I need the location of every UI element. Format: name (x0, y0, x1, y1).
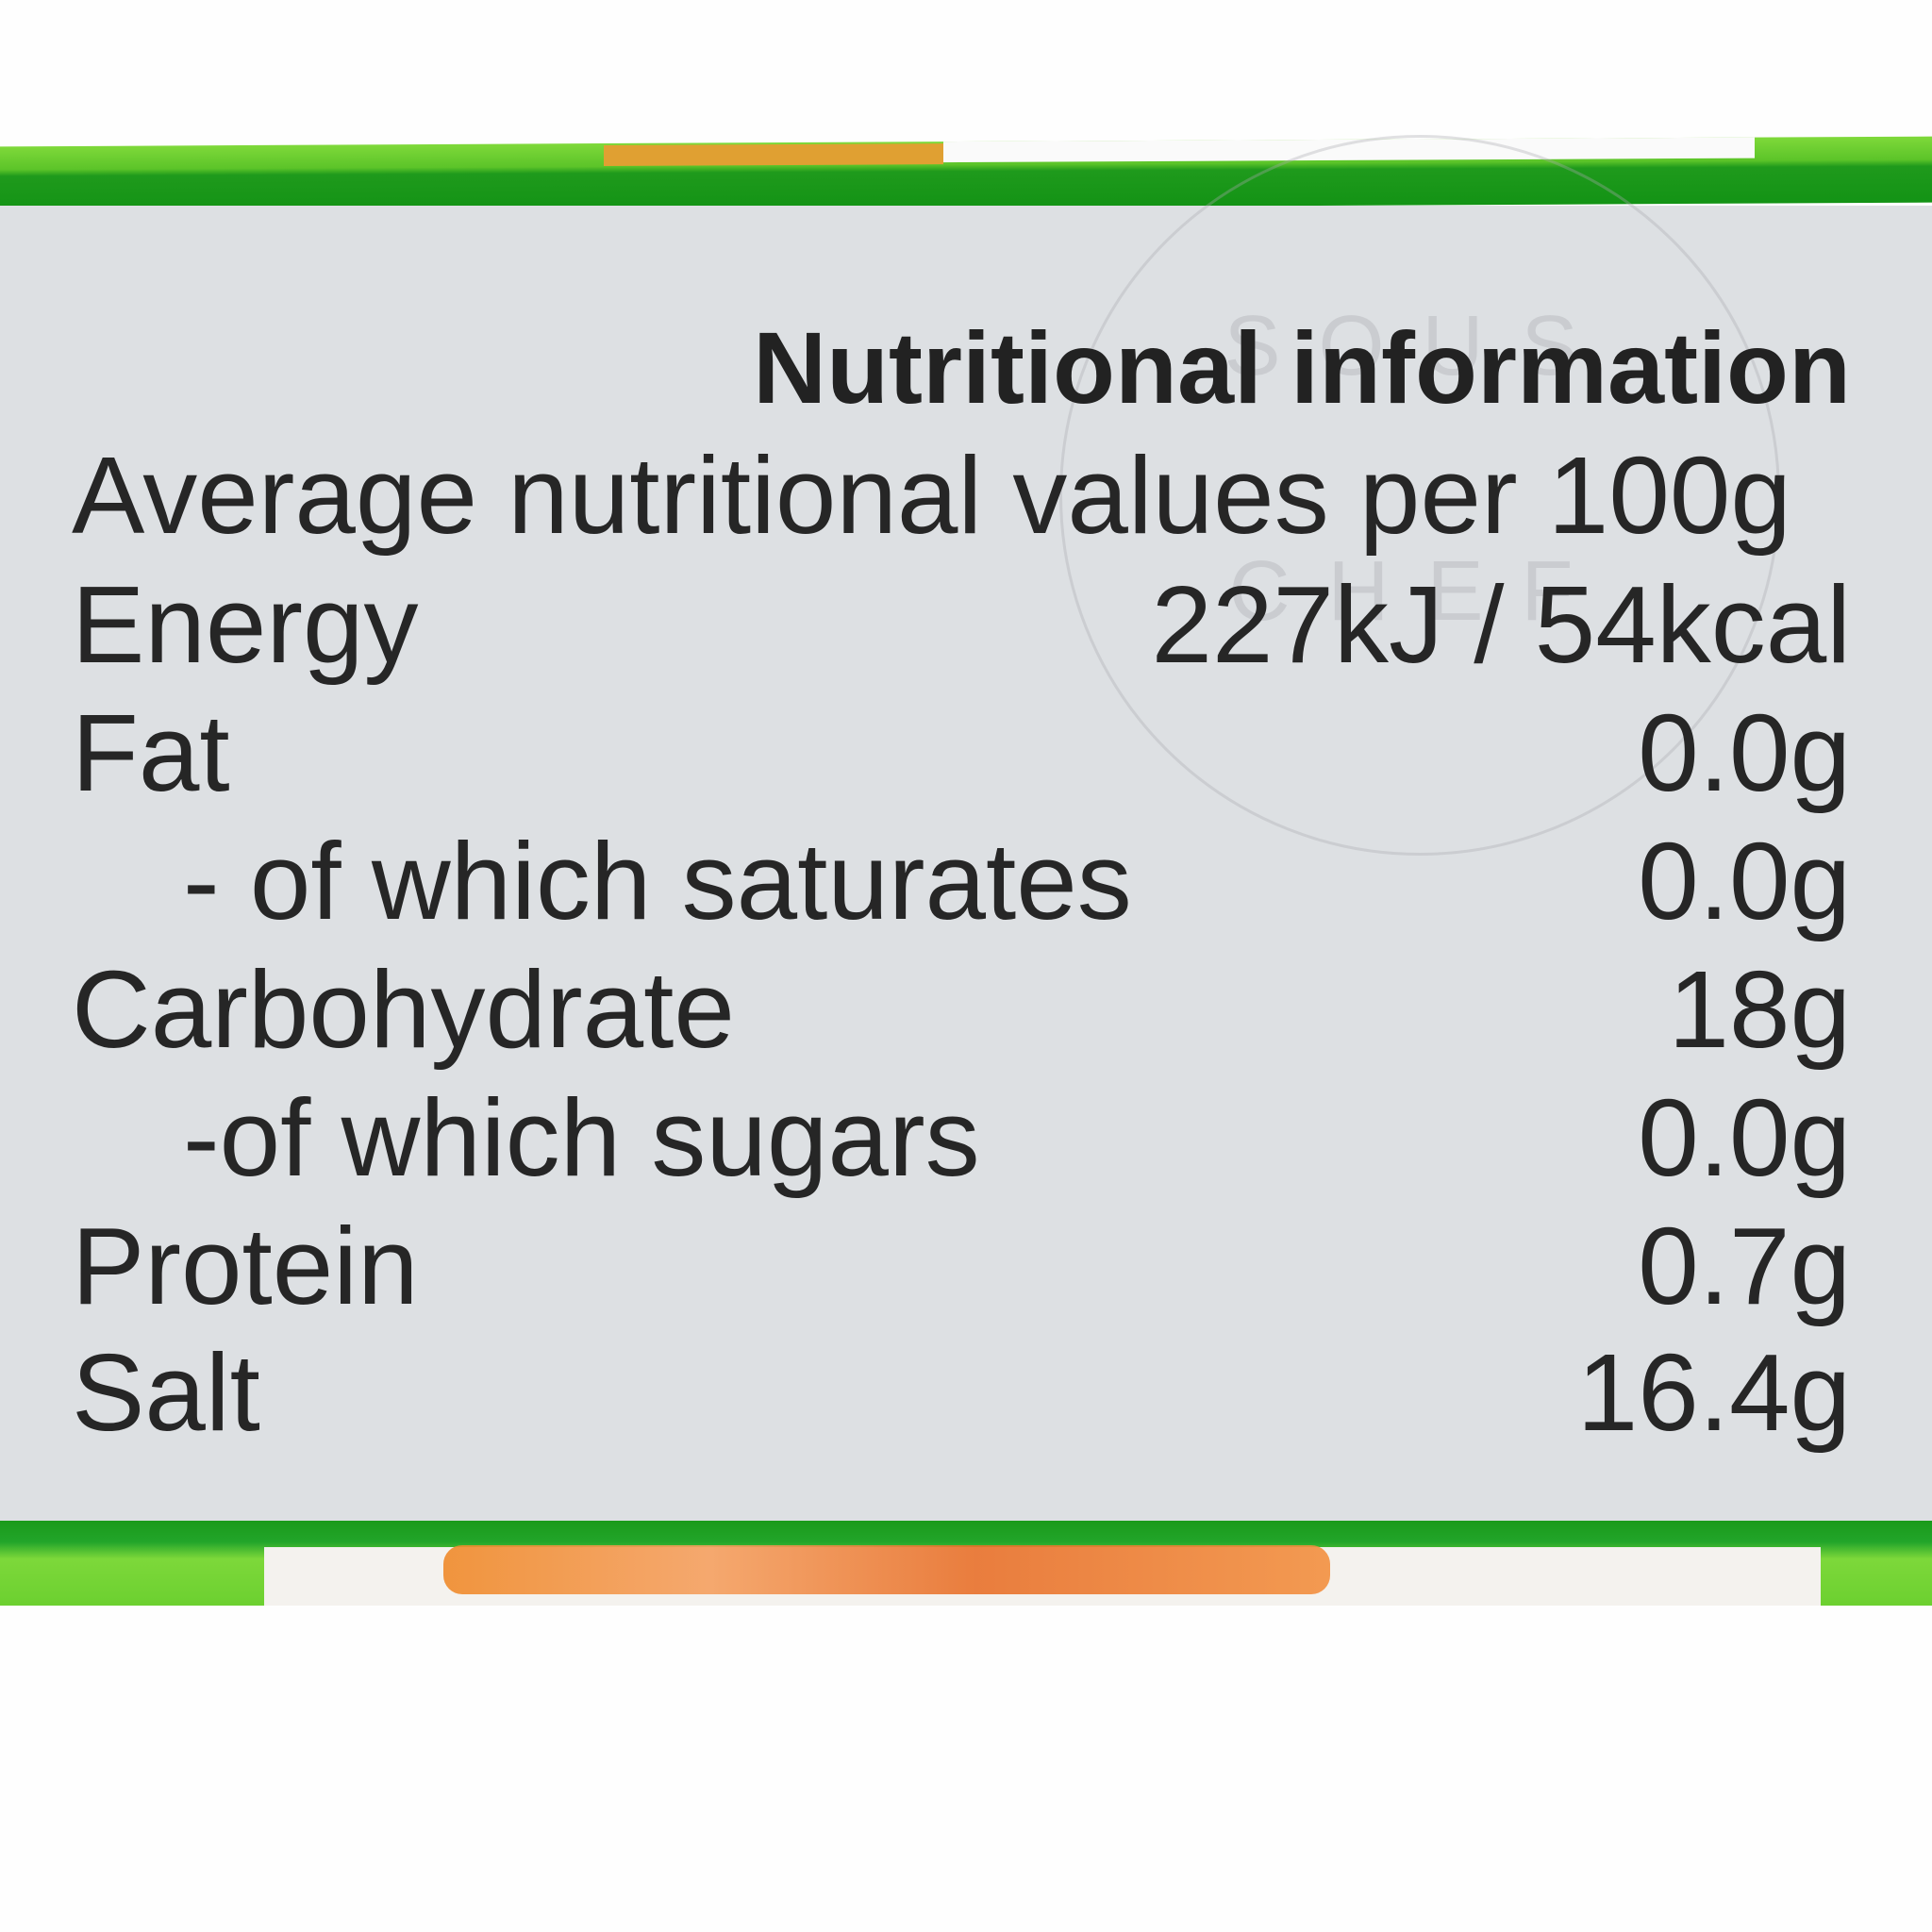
per-100g-heading: Average nutritional values per 100g (72, 434, 1851, 557)
nutrient-label: Energy (72, 563, 419, 686)
packaging-top-band (0, 136, 1932, 213)
nutrient-value: 0.0g (1638, 1076, 1851, 1199)
nutrient-label: Fat (72, 691, 230, 814)
nutrient-value: 227kJ / 54kcal (1151, 563, 1851, 686)
nutrient-label: -of which sugars (183, 1076, 980, 1199)
nutrient-label: Protein (72, 1205, 419, 1327)
nutrient-row: Energy 227kJ / 54kcal (72, 563, 1851, 686)
nutrient-value: 0.0g (1638, 691, 1851, 814)
nutrient-value: 0.0g (1638, 820, 1851, 942)
nutrient-label: Salt (72, 1331, 260, 1454)
nutrient-row: - of which saturates 0.0g (72, 820, 1851, 942)
nutrient-row: Carbohydrate 18g (72, 948, 1851, 1071)
nutrient-value: 18g (1668, 948, 1851, 1071)
subtitle: Average nutritional values per 100g (72, 434, 1791, 557)
nutrient-row: -of which sugars 0.0g (72, 1076, 1851, 1199)
nutrient-row: Protein 0.7g (72, 1205, 1851, 1327)
nutrient-label: Carbohydrate (72, 948, 735, 1071)
nutrient-value: 0.7g (1638, 1205, 1851, 1327)
nutrient-row: Salt 16.4g (72, 1331, 1851, 1454)
nutrition-title: Nutritional information (753, 310, 1851, 425)
nutrient-label: - of which saturates (183, 820, 1132, 942)
watermark-logo: SOUS CHEF (1059, 135, 1780, 856)
nutrient-value: 16.4g (1576, 1331, 1851, 1454)
nutrient-row: Fat 0.0g (72, 691, 1851, 814)
packaging-bottom-band (0, 1521, 1932, 1606)
